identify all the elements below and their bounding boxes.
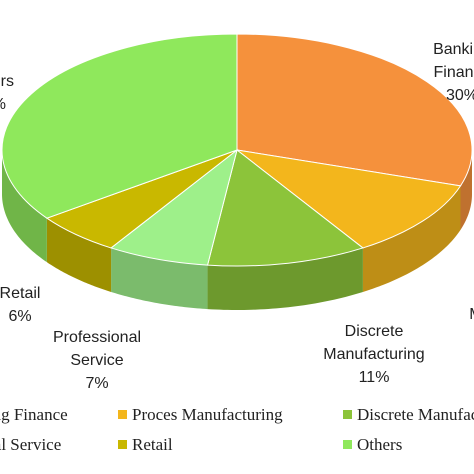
legend-swatch — [343, 410, 352, 419]
label-value: 11% — [358, 369, 390, 386]
legend-swatch — [118, 440, 127, 449]
slice-side — [362, 185, 461, 292]
legend-text: Retail — [132, 435, 173, 454]
label-name: Others — [0, 73, 14, 90]
label-name: Retail — [0, 285, 41, 302]
slice — [236, 33, 473, 187]
label-value: 11% — [465, 326, 474, 349]
slice — [236, 149, 462, 249]
slice — [110, 148, 238, 266]
label-value: 7% — [85, 375, 109, 392]
legend-item: Retail — [118, 435, 173, 455]
label-name: Proces Manufacturing — [465, 280, 474, 326]
legend-text: Others — [357, 435, 403, 454]
legend-item: Proces Manufacturing — [118, 405, 283, 425]
slice — [1, 33, 238, 219]
legend-item: Banking Finance — [0, 405, 68, 425]
slice-side — [2, 150, 47, 263]
slice-side — [207, 247, 363, 310]
legend-text: Discrete Manufacturing — [357, 405, 474, 424]
slice — [206, 149, 364, 267]
legend-item: Discrete Manufacturing — [343, 405, 474, 425]
label-name: Discrete Manufacturing — [323, 323, 425, 363]
data-label: Retail 6% — [0, 282, 50, 328]
slice-side — [460, 150, 472, 230]
slice-side — [46, 218, 112, 292]
legend-swatch — [118, 410, 127, 419]
legend-text: Proces Manufacturing — [132, 405, 283, 424]
label-value: 30% — [445, 87, 474, 104]
label-value: 6% — [8, 308, 32, 325]
label-name: Banking Finance — [433, 41, 474, 81]
legend-swatch — [343, 440, 352, 449]
legend-item: Professional Service — [0, 435, 61, 455]
label-value: 35% — [0, 93, 45, 116]
data-label: Discrete Manufacturing 11% — [309, 320, 439, 389]
data-label: Banking Finance 30% — [412, 38, 474, 107]
data-label: Others 35% — [0, 70, 45, 116]
label-name: Professional Service — [52, 329, 142, 369]
data-label: Professional Service 7% — [37, 326, 157, 395]
legend-text: Banking Finance — [0, 405, 68, 424]
legend-item: Others — [343, 435, 402, 455]
legend-text: Professional Service — [0, 435, 62, 454]
